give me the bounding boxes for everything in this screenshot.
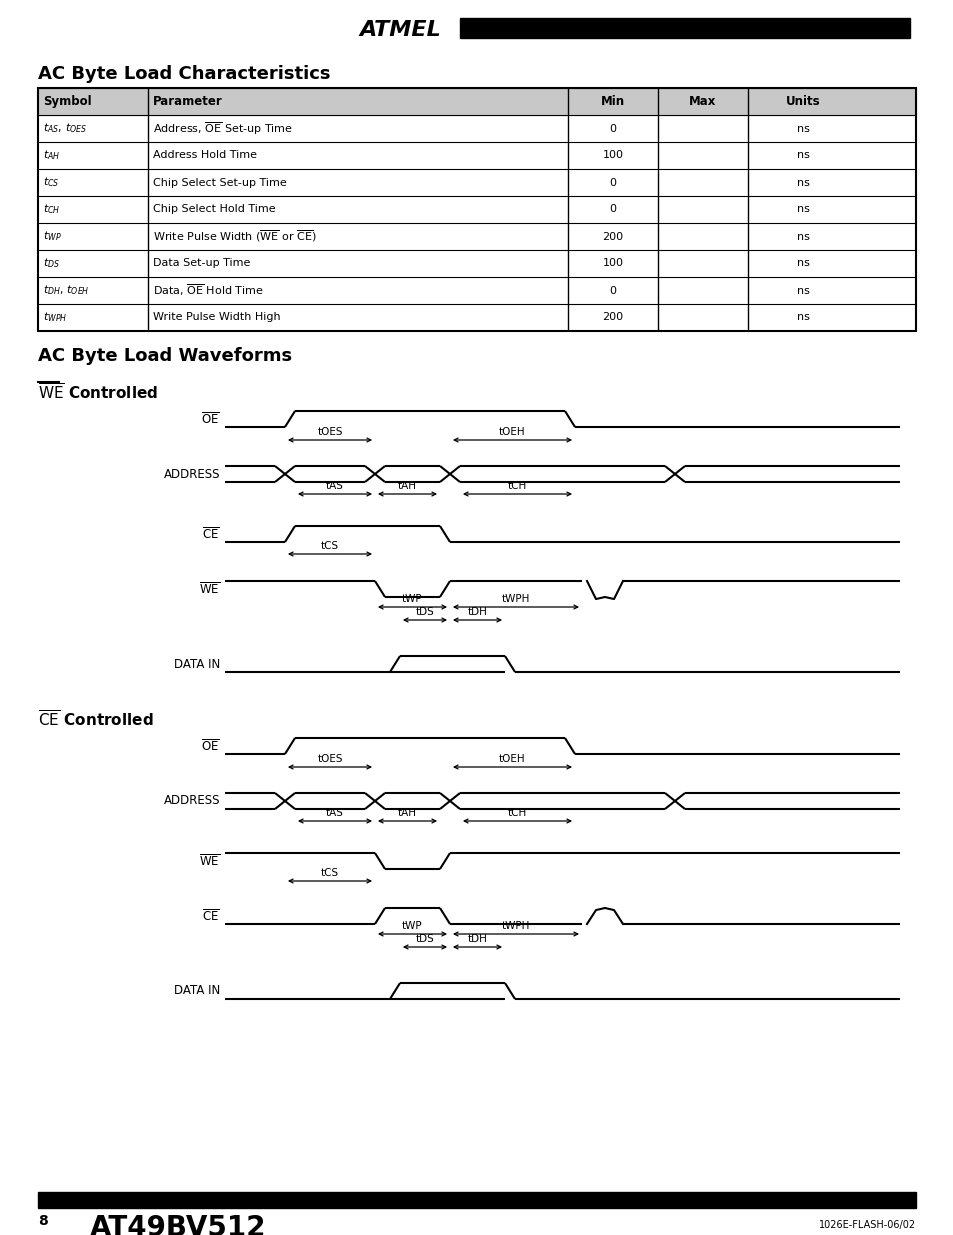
Text: tOES: tOES bbox=[317, 755, 342, 764]
Text: Symbol: Symbol bbox=[43, 95, 91, 107]
Text: tDS: tDS bbox=[416, 934, 434, 944]
Text: $\overline{\rm WE}$ Controlled: $\overline{\rm WE}$ Controlled bbox=[38, 383, 158, 403]
Text: tWPH: tWPH bbox=[501, 921, 530, 931]
Bar bbox=[459, 19, 909, 38]
Text: Chip Select Set-up Time: Chip Select Set-up Time bbox=[152, 178, 287, 188]
Bar bbox=[38, 88, 915, 115]
Text: tWP: tWP bbox=[402, 594, 422, 604]
Text: DATA IN: DATA IN bbox=[173, 984, 220, 998]
Text: ATMEL: ATMEL bbox=[358, 20, 440, 40]
Text: Write Pulse Width ($\overline{\rm WE}$ or $\overline{\rm CE}$): Write Pulse Width ($\overline{\rm WE}$ o… bbox=[152, 228, 316, 245]
Text: $t_{WPH}$: $t_{WPH}$ bbox=[43, 310, 68, 325]
Text: 1026E-FLASH-06/02: 1026E-FLASH-06/02 bbox=[818, 1220, 915, 1230]
Text: tOES: tOES bbox=[317, 427, 342, 437]
Text: tAH: tAH bbox=[397, 480, 416, 492]
Text: AT49BV512: AT49BV512 bbox=[90, 1214, 266, 1235]
Text: tDH: tDH bbox=[467, 934, 487, 944]
Text: tDS: tDS bbox=[416, 606, 434, 618]
Text: $t_{DH}$, $t_{OEH}$: $t_{DH}$, $t_{OEH}$ bbox=[43, 284, 90, 298]
Text: 0: 0 bbox=[609, 178, 616, 188]
Text: $t_{WP}$: $t_{WP}$ bbox=[43, 230, 62, 243]
Text: ns: ns bbox=[796, 124, 808, 133]
Text: ns: ns bbox=[796, 258, 808, 268]
Text: tWPH: tWPH bbox=[501, 594, 530, 604]
Text: $\overline{\rm CE}$: $\overline{\rm CE}$ bbox=[202, 526, 220, 542]
Text: tWP: tWP bbox=[402, 921, 422, 931]
Text: $\overline{\rm OE}$: $\overline{\rm OE}$ bbox=[201, 739, 220, 753]
Text: $t_{AH}$: $t_{AH}$ bbox=[43, 148, 60, 162]
Text: $t_{AS}$, $t_{OES}$: $t_{AS}$, $t_{OES}$ bbox=[43, 121, 87, 136]
Text: Write Pulse Width High: Write Pulse Width High bbox=[152, 312, 280, 322]
Text: tAS: tAS bbox=[326, 480, 344, 492]
Text: tCH: tCH bbox=[507, 480, 527, 492]
Text: ns: ns bbox=[796, 231, 808, 242]
Text: ADDRESS: ADDRESS bbox=[163, 794, 220, 808]
Text: Data, $\overline{\rm OE}$ Hold Time: Data, $\overline{\rm OE}$ Hold Time bbox=[152, 283, 264, 299]
Text: 200: 200 bbox=[601, 231, 623, 242]
Text: $\overline{\rm CE}$ Controlled: $\overline{\rm CE}$ Controlled bbox=[38, 710, 153, 730]
Text: tCS: tCS bbox=[320, 868, 338, 878]
Text: ns: ns bbox=[796, 285, 808, 295]
Bar bbox=[38, 1192, 915, 1208]
Text: tCS: tCS bbox=[320, 541, 338, 551]
Text: 0: 0 bbox=[609, 205, 616, 215]
Text: Min: Min bbox=[600, 95, 624, 107]
Text: tCH: tCH bbox=[507, 808, 527, 818]
Text: Address Hold Time: Address Hold Time bbox=[152, 151, 256, 161]
Text: $\overline{\rm OE}$: $\overline{\rm OE}$ bbox=[201, 411, 220, 427]
Text: $\overline{\rm CE}$: $\overline{\rm CE}$ bbox=[202, 908, 220, 924]
Text: ADDRESS: ADDRESS bbox=[163, 468, 220, 480]
Text: 100: 100 bbox=[602, 151, 623, 161]
Text: Chip Select Hold Time: Chip Select Hold Time bbox=[152, 205, 275, 215]
Text: 8: 8 bbox=[38, 1214, 48, 1228]
Text: $\overline{\rm WE}$: $\overline{\rm WE}$ bbox=[199, 853, 220, 868]
Text: tAH: tAH bbox=[397, 808, 416, 818]
Text: tOEH: tOEH bbox=[498, 427, 525, 437]
Text: tOEH: tOEH bbox=[498, 755, 525, 764]
Text: Units: Units bbox=[785, 95, 820, 107]
Text: tDH: tDH bbox=[467, 606, 487, 618]
Text: 100: 100 bbox=[602, 258, 623, 268]
Text: Max: Max bbox=[689, 95, 716, 107]
Text: Address, $\overline{\rm OE}$ Set-up Time: Address, $\overline{\rm OE}$ Set-up Time bbox=[152, 120, 293, 137]
Text: $t_{CH}$: $t_{CH}$ bbox=[43, 203, 60, 216]
Text: 0: 0 bbox=[609, 285, 616, 295]
Text: 0: 0 bbox=[609, 124, 616, 133]
Text: Parameter: Parameter bbox=[152, 95, 222, 107]
Text: AC Byte Load Characteristics: AC Byte Load Characteristics bbox=[38, 65, 330, 83]
Text: Data Set-up Time: Data Set-up Time bbox=[152, 258, 250, 268]
Text: AC Byte Load Waveforms: AC Byte Load Waveforms bbox=[38, 347, 292, 366]
Text: $t_{DS}$: $t_{DS}$ bbox=[43, 257, 60, 270]
Text: tAS: tAS bbox=[326, 808, 344, 818]
Bar bbox=[38, 88, 915, 331]
Text: 200: 200 bbox=[601, 312, 623, 322]
Text: $\overline{\rm WE}$: $\overline{\rm WE}$ bbox=[199, 582, 220, 597]
Text: ns: ns bbox=[796, 312, 808, 322]
Text: ns: ns bbox=[796, 151, 808, 161]
Text: DATA IN: DATA IN bbox=[173, 657, 220, 671]
Text: $t_{CS}$: $t_{CS}$ bbox=[43, 175, 59, 189]
Text: ns: ns bbox=[796, 178, 808, 188]
Text: ns: ns bbox=[796, 205, 808, 215]
